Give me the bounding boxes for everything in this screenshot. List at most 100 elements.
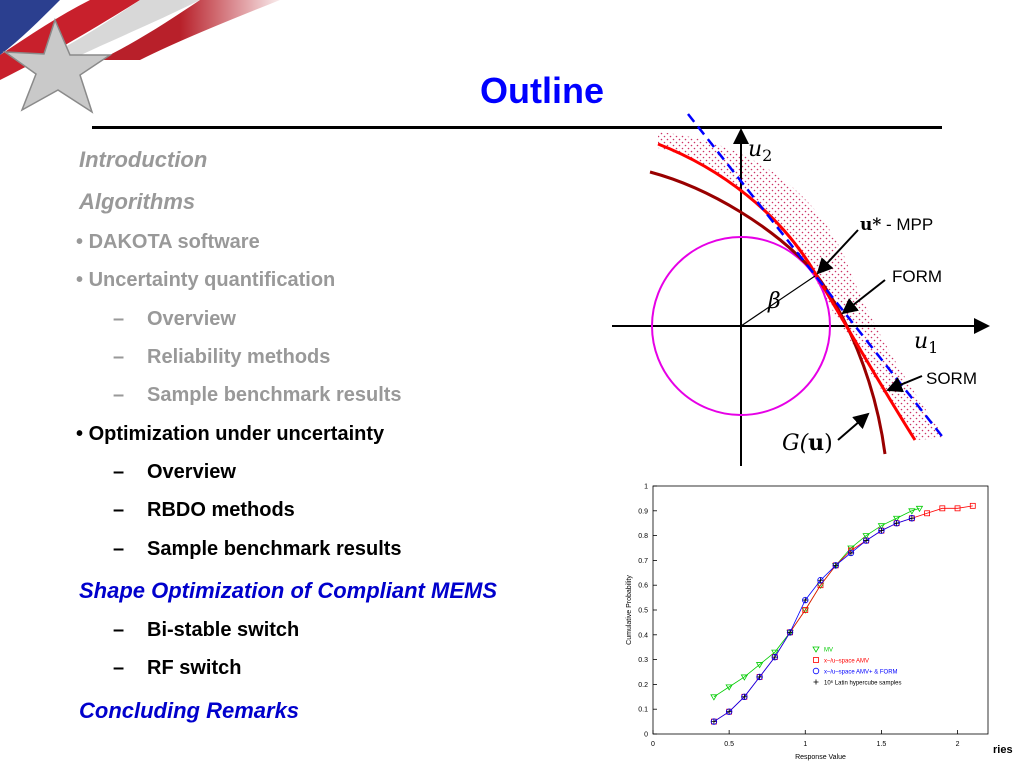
y-tick-label: 0 — [644, 732, 648, 739]
data-point — [741, 693, 748, 700]
y-axis-label: Cumulative Probability — [626, 575, 633, 645]
data-point — [756, 673, 763, 681]
form-curve — [657, 142, 917, 441]
u1-axis-label: u1 — [914, 329, 938, 357]
outline-dakota-label: DAKOTA software — [88, 231, 260, 253]
beta-label: β — [767, 289, 781, 314]
data-point — [877, 523, 886, 530]
data-point — [847, 545, 855, 552]
data-point — [862, 533, 870, 540]
outline-ouu-label: Optimization under uncertainty — [88, 423, 385, 445]
outline-ouu-rbdo-label: RBDO methods — [147, 499, 295, 521]
data-point — [772, 654, 778, 660]
x-tick-label: 0 — [651, 741, 655, 748]
outline-uq-overview-label: Overview — [147, 308, 236, 330]
data-point — [969, 502, 976, 509]
outline-dakota: • DAKOTA software — [76, 231, 260, 253]
legend-marker — [813, 657, 819, 663]
legend-label: MV — [824, 648, 833, 654]
outline-rf-switch: – RF switch — [113, 657, 242, 679]
data-point — [771, 653, 779, 661]
data-point — [740, 674, 749, 681]
data-point — [817, 577, 824, 584]
outline-algorithms: Algorithms — [79, 189, 196, 214]
x-tick-label: 1.5 — [877, 741, 887, 748]
data-point — [771, 649, 779, 656]
series-line — [713, 517, 912, 722]
flag-star-logo — [0, 0, 290, 120]
data-point — [908, 515, 916, 522]
legend-label: 10⁶ Latin hypercube samples — [824, 680, 902, 687]
outline-bistable: – Bi-stable switch — [113, 619, 300, 641]
y-tick-label: 0.7 — [638, 558, 648, 565]
data-point — [818, 577, 823, 583]
data-point — [924, 510, 930, 517]
data-point — [893, 520, 900, 527]
sorm-arrow — [886, 375, 923, 393]
u2-axis-label: u2 — [748, 137, 772, 165]
legend-marker — [812, 646, 820, 653]
data-point — [847, 549, 855, 557]
y-tick-label: 0.3 — [638, 657, 648, 664]
data-point — [755, 662, 764, 669]
x-tick-label: 0.5 — [724, 741, 734, 748]
data-point — [802, 607, 809, 613]
outline-rf-switch-label: RF switch — [147, 657, 242, 679]
x-tick-label: 1 — [803, 741, 807, 748]
outline-bistable-label: Bi-stable switch — [147, 619, 300, 641]
title-divider — [92, 126, 942, 129]
data-point — [710, 694, 718, 701]
data-point — [787, 629, 793, 635]
outline-ouu-benchmark-label: Sample benchmark results — [147, 538, 402, 560]
outline-uq-reliability: – Reliability methods — [113, 346, 331, 368]
x-axis-label: Response Value — [795, 754, 846, 761]
data-point — [726, 709, 732, 715]
beta-line — [740, 275, 816, 327]
data-point — [710, 718, 718, 725]
g-arrow — [837, 412, 870, 441]
outline-ouu-benchmark: – Sample benchmark results — [113, 538, 402, 560]
data-point — [725, 708, 733, 715]
outline-introduction: Introduction — [79, 147, 208, 172]
brand-text: ries — [993, 744, 1013, 756]
y-tick-label: 0.8 — [638, 533, 648, 540]
y-tick-label: 1 — [644, 484, 648, 491]
data-point — [725, 684, 733, 691]
data-point — [862, 537, 870, 544]
y-tick-label: 0.2 — [638, 682, 648, 689]
data-point — [711, 719, 717, 725]
data-point — [915, 505, 924, 513]
outline-concluding: Concluding Remarks — [79, 698, 300, 723]
legend-marker — [813, 679, 819, 685]
data-point — [832, 562, 839, 569]
data-point — [908, 508, 916, 515]
outline-uq-benchmark-label: Sample benchmark results — [147, 384, 402, 406]
outline-uq: • Uncertainty quantification — [76, 269, 336, 291]
outline-ouu: • Optimization under uncertainty — [76, 423, 385, 445]
outline-uq-label: Uncertainty quantification — [88, 269, 336, 291]
data-point — [878, 528, 884, 534]
data-point — [801, 607, 809, 614]
slide-title: Outline — [480, 70, 604, 111]
x-tick-label: 2 — [956, 741, 960, 748]
g-function-label: G(u) — [782, 430, 833, 456]
outline-ouu-rbdo: – RBDO methods — [113, 499, 295, 521]
cdf-chart: 0 0.5 1 1.5 2 0 0.1 0.2 0.3 0.4 0.5 0.6 0.7 0.8 0.9 1 Re… — [626, 484, 989, 761]
data-point — [892, 515, 901, 523]
data-point — [878, 527, 885, 534]
form-label: FORM — [892, 267, 942, 286]
failure-region — [658, 132, 945, 440]
data-point — [833, 562, 839, 568]
data-point — [909, 515, 915, 521]
data-point — [802, 597, 808, 603]
series-line — [713, 505, 973, 722]
legend-label: x–/u–space AMV — [824, 659, 869, 665]
outline-uq-overview: – Overview — [113, 308, 236, 330]
y-tick-label: 0.9 — [638, 508, 648, 515]
outline-ouu-overview: – Overview — [113, 461, 236, 483]
data-point — [786, 629, 794, 636]
data-point — [848, 550, 854, 556]
form-arrow — [841, 279, 886, 315]
data-point — [954, 505, 961, 512]
data-point — [894, 520, 900, 526]
